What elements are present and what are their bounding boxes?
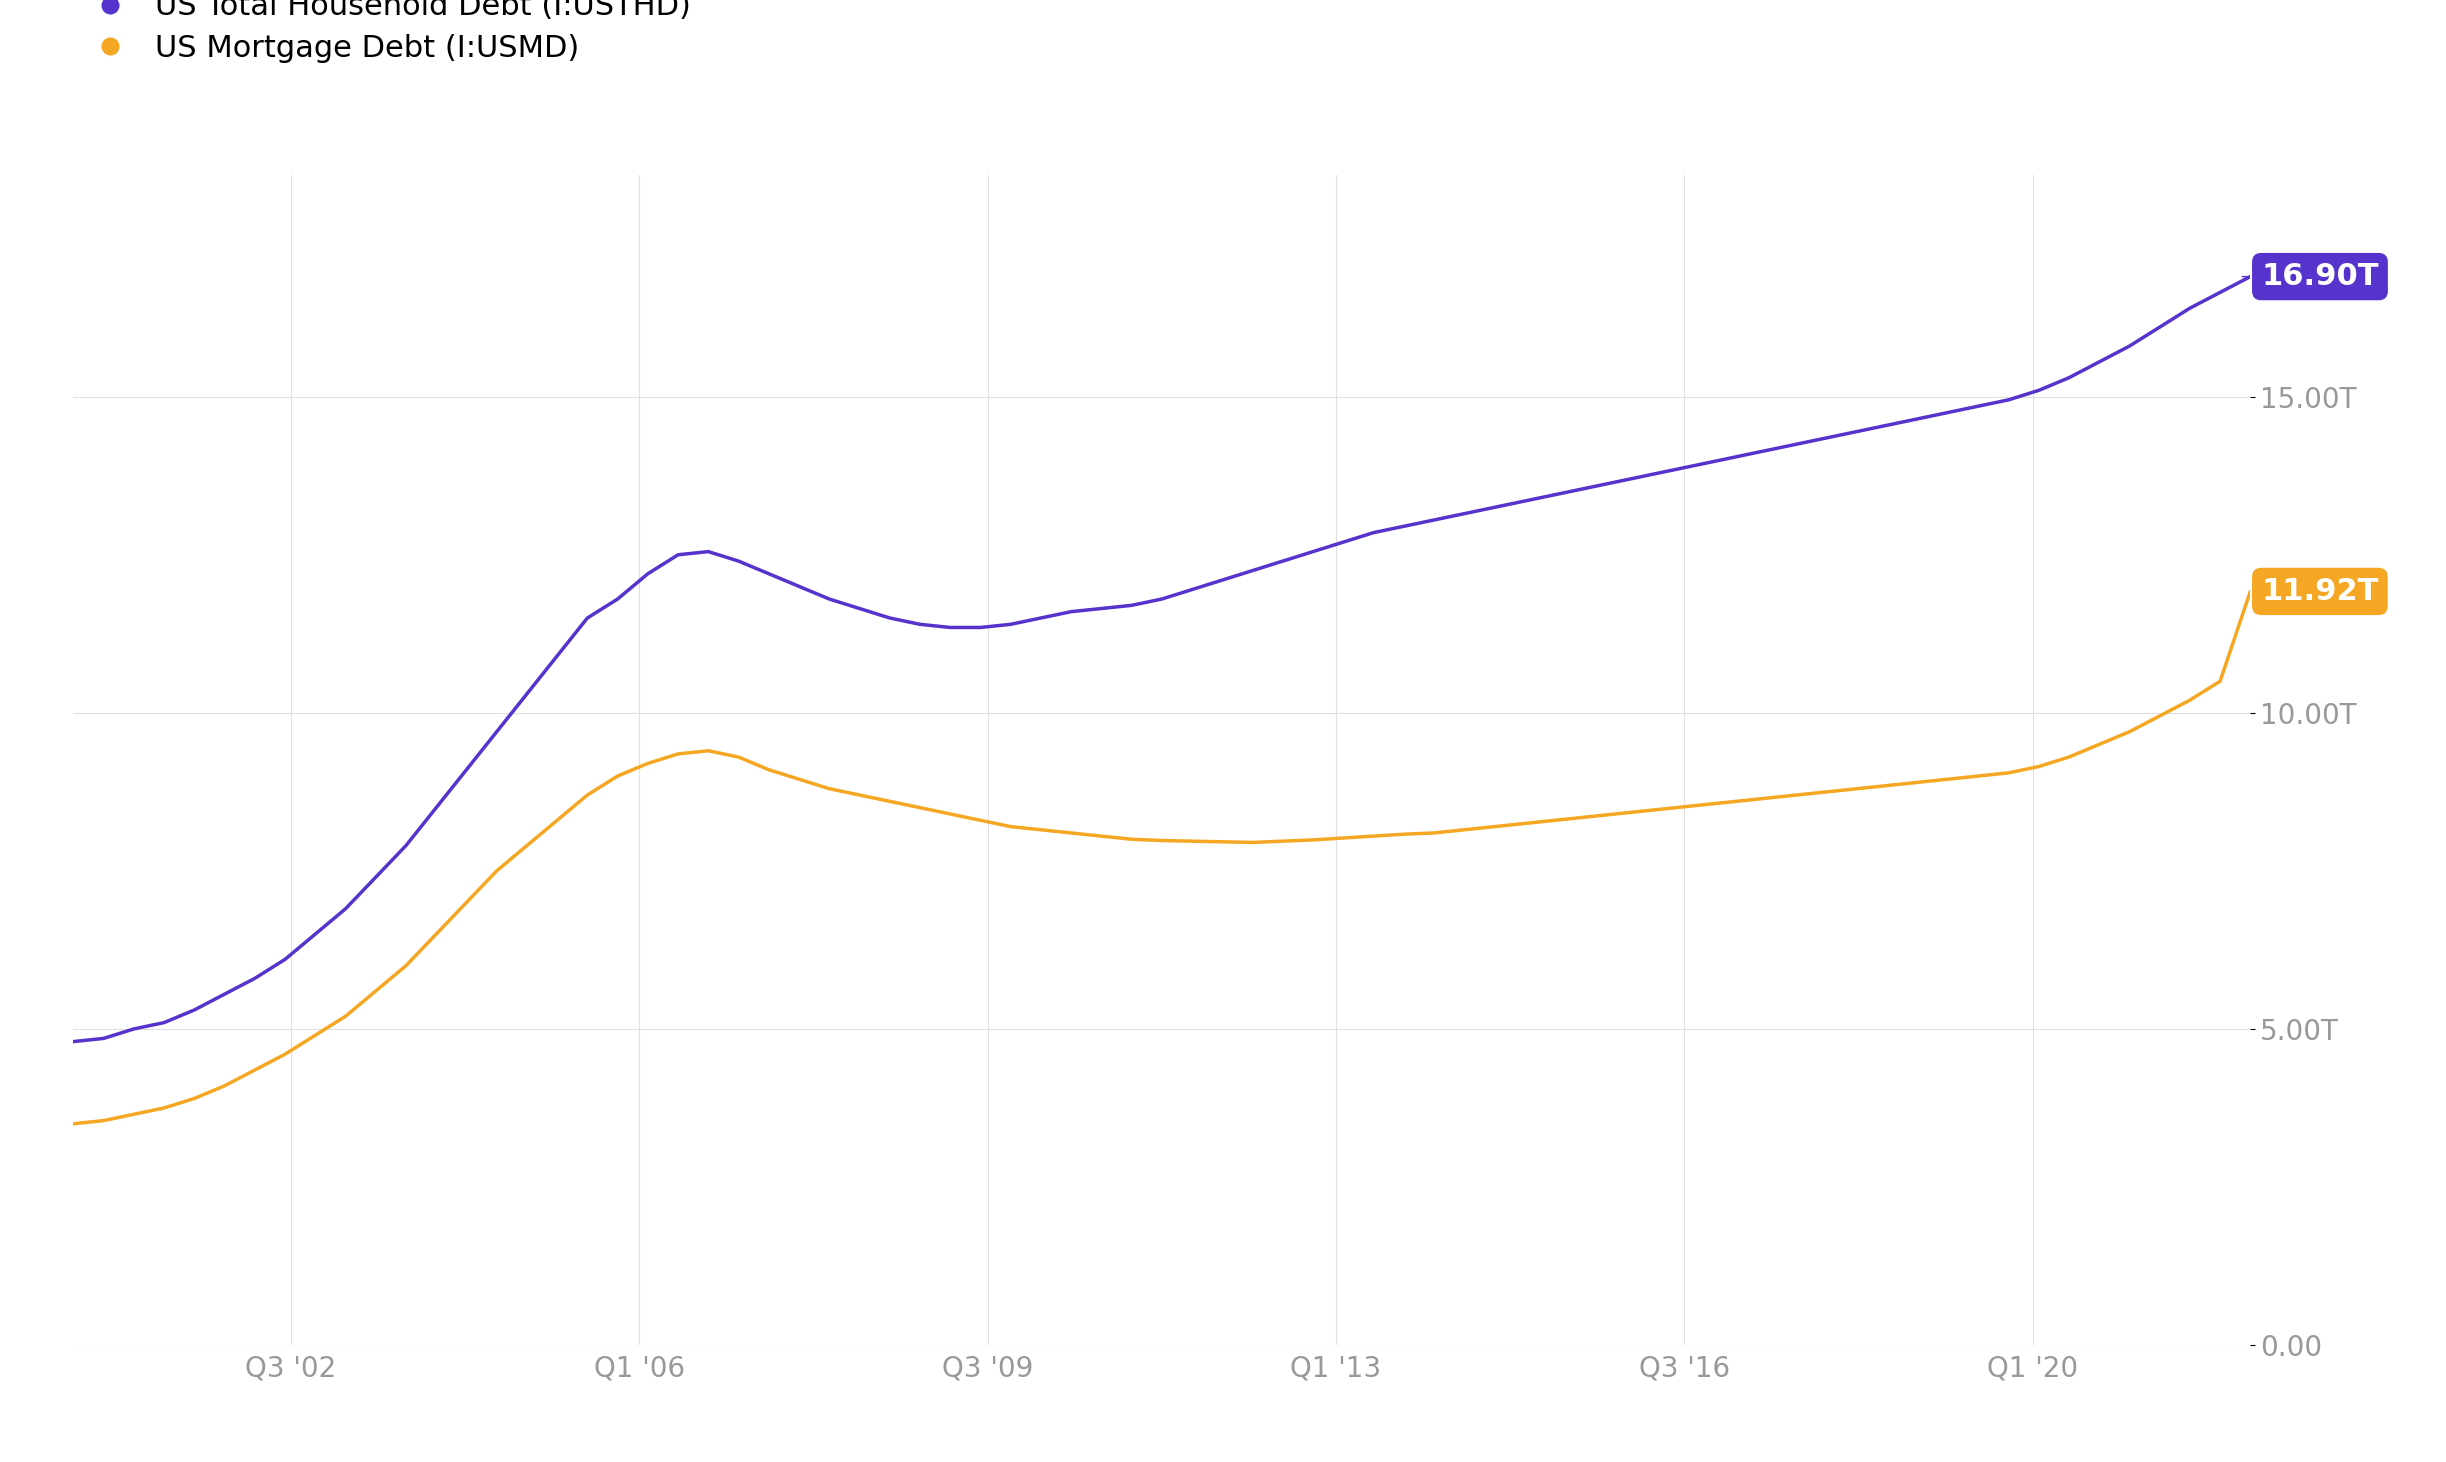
Legend: US Total Household Debt (I:USTHD), US Mortgage Debt (I:USMD): US Total Household Debt (I:USTHD), US Mo… [66,0,704,75]
Text: 11.92T: 11.92T [2260,577,2378,605]
Text: 16.90T: 16.90T [2260,262,2378,291]
